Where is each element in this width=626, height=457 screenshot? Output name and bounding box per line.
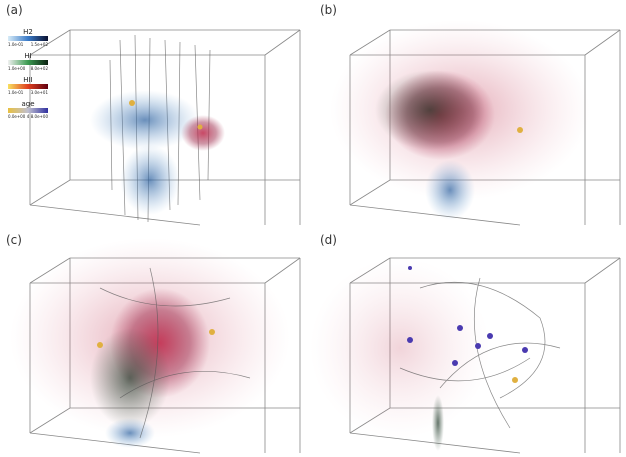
star — [512, 377, 518, 383]
h2-cloud — [425, 160, 475, 220]
legend-min: 0.0e+00 — [8, 114, 26, 119]
legend-min: 1.0e-01 — [8, 42, 24, 47]
legend-min: 1.0e+00 — [8, 66, 26, 71]
h2-cloud — [120, 145, 180, 215]
panel-label: (c) — [6, 233, 22, 247]
figure: (a) (b) (c) (d) H2 1.0e-01 1.5e+02HI 1.0e+00 8.… — [0, 0, 626, 457]
star — [129, 100, 135, 106]
legend-name: HII — [23, 76, 32, 84]
panel-label: (a) — [6, 3, 23, 17]
legend-name: age — [21, 100, 34, 108]
legend-max: 3.0e+01 — [31, 90, 49, 95]
panel-label: (b) — [320, 3, 337, 17]
hi-cloud — [375, 70, 485, 150]
hi-cloud — [432, 395, 444, 451]
colorbar — [8, 108, 48, 113]
panel-c — [10, 238, 300, 453]
panel-label: (d) — [320, 233, 337, 247]
panel-b — [330, 20, 620, 225]
legend-max: 8.0e+02 — [31, 66, 49, 71]
colorbar — [8, 84, 48, 89]
star — [517, 127, 523, 133]
hii-region — [181, 115, 225, 151]
legend-name: HI — [24, 52, 31, 60]
legend-min: 1.0e-01 — [8, 90, 24, 95]
hii-haze — [310, 258, 490, 438]
panel-a — [30, 30, 300, 225]
star — [97, 342, 103, 348]
legend-name: H2 — [23, 28, 33, 36]
legend-max: 8.0e+00 — [31, 114, 49, 119]
legend-mid: 4 — [27, 114, 30, 119]
legend-max: 1.5e+02 — [31, 42, 49, 47]
star — [209, 329, 215, 335]
panel-d — [310, 258, 620, 453]
star — [198, 125, 203, 130]
h2-cloud — [105, 418, 155, 448]
colorbar — [8, 60, 48, 65]
colorbar — [8, 36, 48, 41]
